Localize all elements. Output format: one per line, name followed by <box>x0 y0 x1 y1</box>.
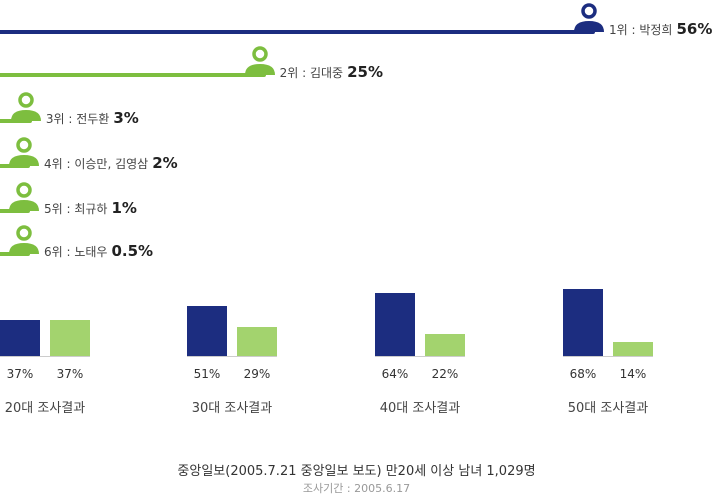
bar-value-label: 68% <box>569 367 597 381</box>
first-series-bar <box>0 319 40 356</box>
rank-bar <box>0 252 30 256</box>
bar-value-label: 37% <box>56 367 84 381</box>
rank-name: 3위 : 전두환 <box>45 112 110 126</box>
bar-value-label: 22% <box>431 367 459 381</box>
group-title: 30대 조사결과 <box>191 401 273 416</box>
rank-name: 1위 : 박정희 <box>609 23 673 37</box>
rank-bar <box>0 30 595 34</box>
rank-percent: 1% <box>111 199 137 217</box>
rank-percent: 2% <box>152 154 178 172</box>
second-series-bar <box>425 334 465 356</box>
rank-label: 5위 : 최규하 1% <box>44 199 137 218</box>
rank-name: 6위 : 노태우 <box>44 245 108 259</box>
group-baseline <box>187 356 277 357</box>
bar-value-label: 29% <box>243 367 271 381</box>
rank-percent: 3% <box>113 109 139 127</box>
rank-label: 3위 : 전두환 3% <box>46 109 139 128</box>
bar-value-label: 14% <box>619 367 647 381</box>
group-baseline <box>375 356 465 357</box>
person-icon <box>8 224 40 254</box>
group-baseline <box>563 356 653 357</box>
rank-bar <box>0 164 30 168</box>
bar-value-label: 64% <box>381 367 409 381</box>
group-title: 40대 조사결과 <box>379 401 461 416</box>
group-title: 20대 조사결과 <box>4 401 86 416</box>
bar-value-label: 37% <box>6 367 34 381</box>
rank-label: 1위 : 박정희 56% <box>609 20 712 39</box>
source-note: 중앙일보(2005.7.21 중앙일보 보도) 만20세 이상 남녀 1,029… <box>177 464 536 479</box>
first-series-bar <box>375 292 415 356</box>
person-icon <box>8 181 40 211</box>
person-icon <box>8 136 40 166</box>
rank-percent: 25% <box>347 63 383 81</box>
rank-label: 2위 : 김대중 25% <box>280 63 383 82</box>
bar-value-label: 51% <box>193 367 221 381</box>
rank-name: 2위 : 김대중 <box>279 66 344 80</box>
second-series-bar <box>237 327 277 356</box>
survey-period: 조사기간 : 2005.6.17 <box>302 482 411 495</box>
first-series-bar <box>563 289 603 356</box>
first-series-bar <box>187 305 227 356</box>
second-series-bar <box>50 319 90 356</box>
person-icon <box>10 91 42 121</box>
rank-bar <box>0 73 266 77</box>
group-title: 50대 조사결과 <box>567 401 649 416</box>
group-baseline <box>0 356 90 357</box>
second-series-bar <box>613 342 653 356</box>
rank-label: 6위 : 노태우 0.5% <box>44 242 153 261</box>
rank-percent: 0.5% <box>111 242 154 260</box>
rank-name: 4위 : 이승만, 김영삼 <box>44 157 149 171</box>
rank-label: 4위 : 이승만, 김영삼 2% <box>44 154 178 173</box>
person-icon <box>573 2 605 32</box>
rank-percent: 56% <box>676 20 713 38</box>
rank-name: 5위 : 최규하 <box>44 202 108 216</box>
rank-bar <box>0 119 32 123</box>
person-icon <box>244 45 276 75</box>
rank-bar <box>0 209 30 213</box>
